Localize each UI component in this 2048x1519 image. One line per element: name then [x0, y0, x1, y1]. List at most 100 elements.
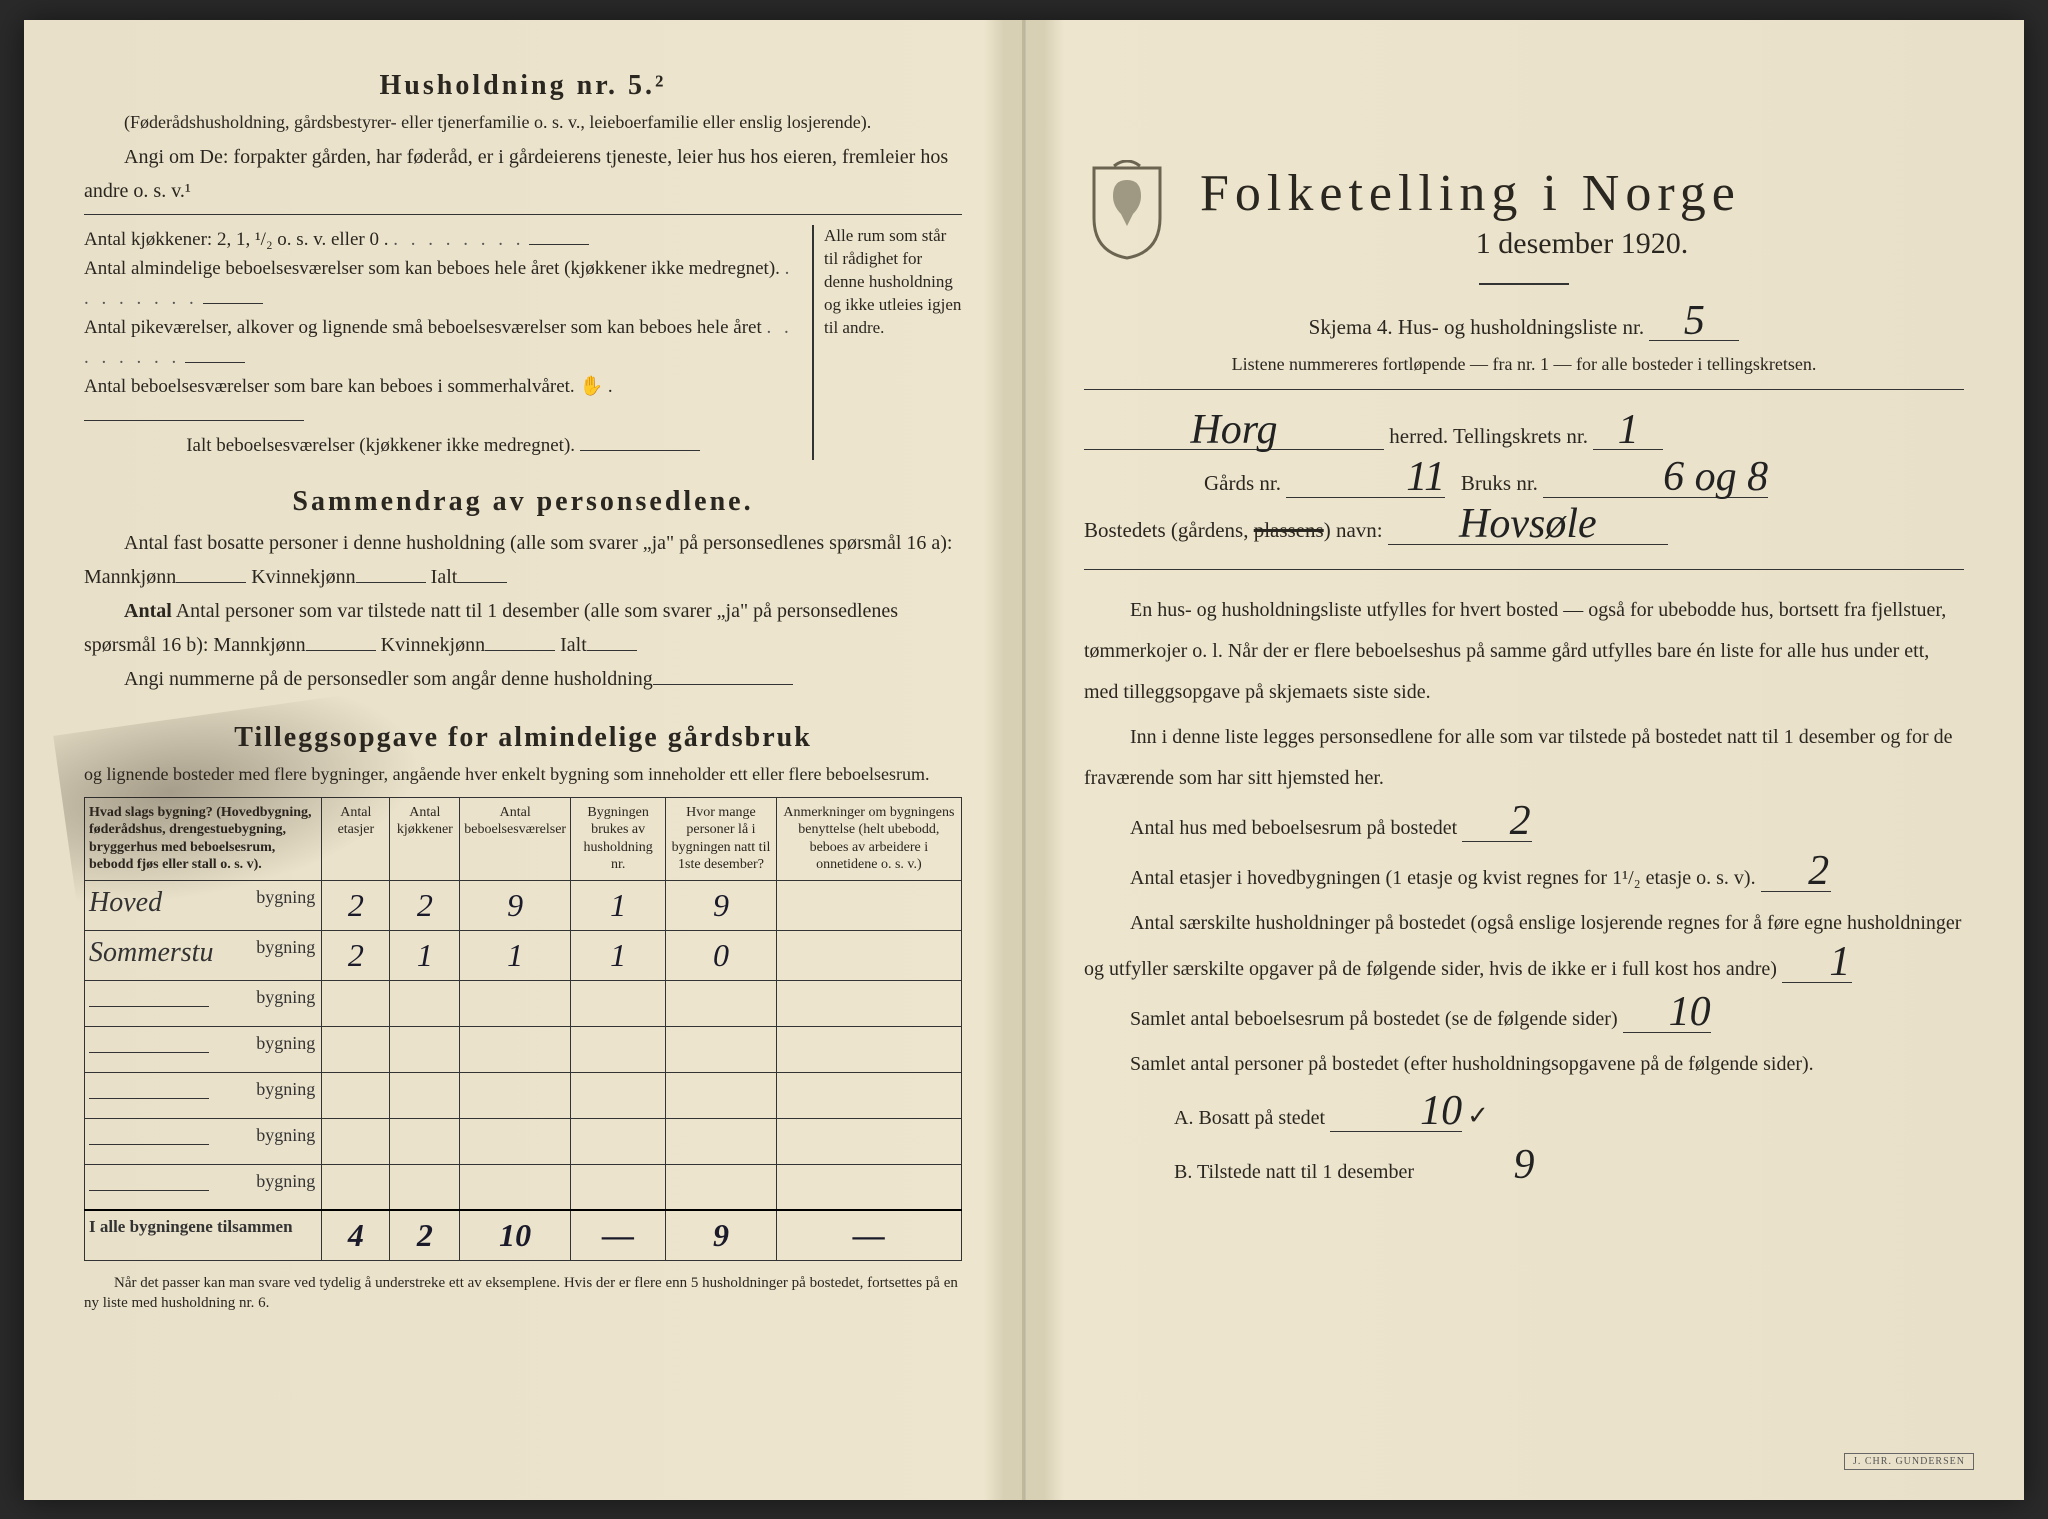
form-number-line: Skjema 4. Hus- og husholdningsliste nr. …: [1084, 303, 1964, 350]
census-date: 1 desember 1920.: [1200, 227, 1964, 261]
total-cell: 4: [322, 1210, 390, 1261]
table-footnote: Når det passer kan man svare ved tydelig…: [84, 1273, 962, 1314]
rooms3-line: Antal beboelsesværelser som bare kan beb…: [84, 372, 802, 431]
cell: 9: [460, 880, 571, 930]
cell: [776, 880, 961, 930]
para1: En hus- og husholdningsliste utfylles fo…: [1084, 590, 1964, 713]
summary2: Antal Antal personer som var tilstede na…: [84, 594, 962, 662]
brace-note: Alle rum som står til rådighet for denne…: [812, 225, 962, 461]
cell: [390, 1026, 460, 1072]
cell: [666, 980, 777, 1026]
th-rooms: Antal beboelsesværelser: [460, 797, 571, 880]
q1-value: 2: [1462, 803, 1532, 842]
qA-value: 10: [1330, 1093, 1462, 1132]
herred-value: Horg: [1084, 412, 1384, 451]
row-label: bygning: [85, 1118, 322, 1164]
th-household: Bygningen brukes av husholdning nr.: [571, 797, 666, 880]
cell: [571, 980, 666, 1026]
rule3: [1084, 569, 1964, 570]
gard-value: 11: [1286, 459, 1445, 498]
census-document: Husholdning nr. 5.² (Føderådshusholdning…: [24, 20, 2024, 1500]
title-text: Folketelling i Norge 1 desember 1920.: [1200, 164, 1964, 261]
tillegg-sub: og lignende bosteder med flere bygninger…: [84, 762, 962, 786]
bosted-name-value: Hovsøle: [1388, 506, 1668, 545]
cell: [390, 980, 460, 1026]
qA: A. Bosatt på stedet 10 ✓: [1084, 1089, 1964, 1142]
table-row: Hovedbygning22919: [85, 880, 962, 930]
q3-value: 1: [1782, 944, 1852, 983]
cell: [460, 1026, 571, 1072]
cell: [666, 1164, 777, 1210]
rooms-total-line: Ialt beboelsesværelser (kjøkkener ikke m…: [84, 431, 802, 460]
total-cell: 2: [390, 1210, 460, 1261]
cell: [571, 1026, 666, 1072]
cell: [390, 1072, 460, 1118]
cell: [322, 1164, 390, 1210]
rooms-questions: Antal kjøkkener: 2, 1, ¹/₂ o. s. v. elle…: [84, 225, 802, 461]
bruk-value: 6 og 8: [1543, 459, 1768, 498]
th-kitchens: Antal kjøkkener: [390, 797, 460, 880]
cell: [390, 1164, 460, 1210]
check-mark: ✓: [1467, 1101, 1489, 1130]
cell: [571, 1072, 666, 1118]
th-type: Hvad slags bygning? (Hovedbygning, føder…: [85, 797, 322, 880]
cell: [571, 1164, 666, 1210]
gard-line: Gårds nr. 11 Bruks nr. 6 og 8: [1084, 459, 1964, 506]
table-row: bygning: [85, 1026, 962, 1072]
q5: Samlet antal personer på bostedet (efter…: [1084, 1044, 1964, 1085]
cell: [776, 1164, 961, 1210]
household-sub1: (Føderådshusholdning, gårdsbestyrer- ell…: [84, 110, 962, 134]
row-label: Sommerstubygning: [85, 930, 322, 980]
cell: [390, 1118, 460, 1164]
qB-value: 9: [1419, 1147, 1539, 1185]
printer-mark: J. CHR. GUNDERSEN: [1844, 1453, 1974, 1470]
cell: 9: [666, 880, 777, 930]
right-page: Folketelling i Norge 1 desember 1920. Sk…: [1024, 20, 2024, 1500]
cell: [666, 1072, 777, 1118]
cell: [776, 1026, 961, 1072]
herred-line: Horg herred. Tellingskrets nr. 1: [1084, 412, 1964, 459]
table-row: Sommerstubygning21110: [85, 930, 962, 980]
row-label: bygning: [85, 1026, 322, 1072]
rule2: [1084, 389, 1964, 390]
struck-plassens: plassens: [1254, 518, 1324, 542]
left-page: Husholdning nr. 5.² (Føderådshusholdning…: [24, 20, 1024, 1500]
table-row: bygning: [85, 1118, 962, 1164]
cell: [571, 1118, 666, 1164]
cell: 1: [460, 930, 571, 980]
divider: [1479, 283, 1569, 285]
th-floors: Antal etasjer: [322, 797, 390, 880]
cell: [776, 1072, 961, 1118]
bosted-line: Bostedets (gårdens, plassens) navn: Hovs…: [1084, 506, 1964, 553]
q3: Antal særskilte husholdninger på bostede…: [1084, 903, 1964, 990]
para2: Inn i denne liste legges personsedlene f…: [1084, 717, 1964, 799]
main-title: Folketelling i Norge: [1200, 164, 1964, 223]
row-label: Hovedbygning: [85, 880, 322, 930]
row-label: bygning: [85, 1164, 322, 1210]
q4: Samlet antal beboelsesrum på bostedet (s…: [1084, 994, 1964, 1040]
krets-value: 1: [1593, 412, 1663, 451]
table-header-row: Hvad slags bygning? (Hovedbygning, føder…: [85, 797, 962, 880]
rooms1-line: Antal almindelige beboelsesværelser som …: [84, 254, 802, 313]
cell: 1: [571, 930, 666, 980]
household-sub2: Angi om De: forpakter gården, har føderå…: [84, 140, 962, 208]
row-label: bygning: [85, 1072, 322, 1118]
th-notes: Anmerkninger om bygningens benyttelse (h…: [776, 797, 961, 880]
cell: 2: [322, 930, 390, 980]
cell: [460, 1164, 571, 1210]
table-row: bygning: [85, 980, 962, 1026]
buildings-table: Hvad slags bygning? (Hovedbygning, føder…: [84, 797, 962, 1262]
summary3: Angi nummerne på de personsedler som ang…: [84, 662, 962, 696]
list-note: Listene nummereres fortløpende — fra nr.…: [1084, 354, 1964, 375]
household-heading: Husholdning nr. 5.²: [84, 70, 962, 102]
total-label: I alle bygningene tilsammen: [85, 1210, 322, 1261]
row-label: bygning: [85, 980, 322, 1026]
table-row: bygning: [85, 1072, 962, 1118]
coat-of-arms-icon: [1084, 160, 1170, 265]
instructions: En hus- og husholdningsliste utfylles fo…: [1084, 590, 1964, 1192]
cell: 1: [390, 930, 460, 980]
cell: 2: [322, 880, 390, 930]
summary1: Antal fast bosatte personer i denne hush…: [84, 526, 962, 594]
cell: 2: [390, 880, 460, 930]
q1: Antal hus med beboelsesrum på bostedet 2: [1084, 803, 1964, 849]
